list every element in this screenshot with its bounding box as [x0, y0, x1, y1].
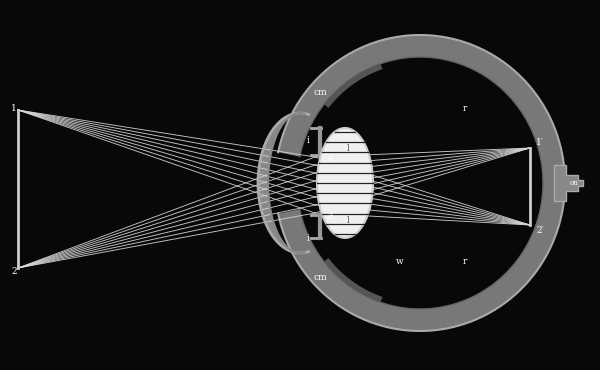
Text: on: on [569, 179, 578, 187]
Text: i: i [307, 135, 310, 145]
Text: cm: cm [313, 87, 327, 97]
Text: i: i [307, 233, 310, 242]
Polygon shape [278, 35, 565, 331]
Text: r: r [463, 258, 467, 266]
Polygon shape [258, 113, 309, 253]
Text: 1: 1 [11, 104, 17, 112]
Text: 1′: 1′ [536, 138, 544, 147]
Text: a: a [328, 154, 332, 162]
Text: l: l [347, 144, 349, 152]
Text: w: w [396, 258, 404, 266]
Text: 2: 2 [11, 268, 17, 276]
Ellipse shape [317, 128, 373, 238]
Text: cm: cm [313, 273, 327, 283]
Text: r: r [463, 104, 467, 112]
Text: 2′: 2′ [536, 225, 544, 235]
Text: a: a [328, 211, 332, 219]
Text: l: l [347, 215, 349, 225]
Polygon shape [554, 165, 583, 201]
